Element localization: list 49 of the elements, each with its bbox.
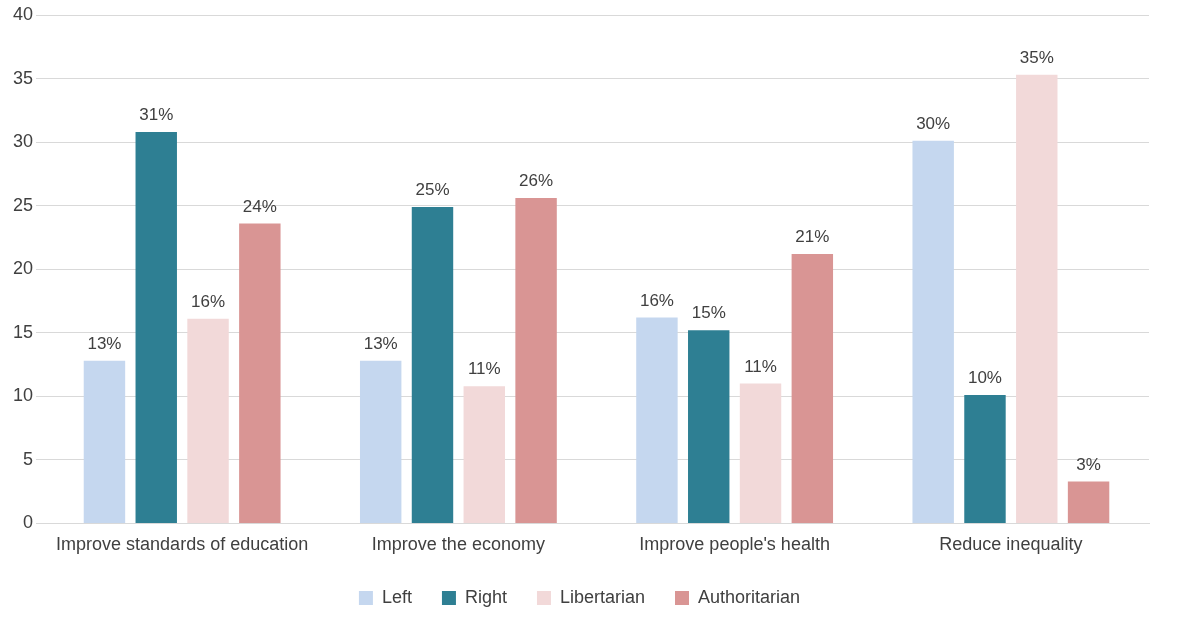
bar (135, 131, 177, 523)
bar (515, 198, 557, 523)
y-tick-label: 5 (23, 448, 34, 469)
bar (636, 317, 678, 523)
data-label: 3% (1076, 454, 1101, 474)
data-label: 13% (363, 333, 398, 353)
legend-label: Left (381, 586, 412, 607)
x-tick-label: Improve standards of education (56, 534, 309, 555)
data-label: 24% (242, 196, 277, 216)
data-label: 10% (967, 368, 1002, 388)
y-tick-label: 25 (12, 194, 34, 215)
bar (1016, 74, 1058, 523)
bar (239, 223, 281, 523)
y-tick-label: 10 (12, 385, 34, 406)
bar (964, 395, 1006, 523)
bar (83, 360, 126, 523)
bar (688, 330, 730, 523)
y-tick-label: 15 (12, 321, 34, 342)
bar (912, 140, 954, 523)
data-label: 16% (639, 290, 674, 310)
x-tick-label: Improve the economy (371, 534, 545, 555)
legend-label: Libertarian (559, 586, 646, 607)
data-label: 15% (691, 303, 726, 323)
bar (791, 253, 834, 523)
x-tick-label: Reduce inequality (939, 534, 1083, 555)
bar (359, 360, 402, 523)
y-tick-label: 20 (12, 258, 34, 279)
data-label: 21% (795, 227, 830, 247)
bar (1067, 481, 1110, 523)
data-label: 35% (1019, 47, 1054, 67)
data-label: 25% (415, 180, 450, 200)
bar (187, 318, 229, 523)
y-tick-label: 35 (12, 67, 34, 88)
data-label: 26% (519, 171, 554, 191)
data-label: 13% (87, 333, 122, 353)
data-label: 16% (191, 291, 226, 311)
y-tick-label: 0 (23, 512, 34, 533)
data-label: 11% (744, 356, 777, 376)
bar (463, 386, 506, 523)
legend-label: Authoritarian (698, 586, 801, 607)
x-tick-label: Improve people's health (639, 534, 830, 555)
legend-label: Right (464, 586, 507, 607)
data-label: 31% (139, 105, 174, 125)
y-tick-label: 40 (12, 3, 34, 24)
data-label: 11% (467, 359, 501, 379)
data-label: 30% (916, 114, 951, 134)
bar (739, 383, 782, 523)
y-tick-label: 30 (12, 131, 34, 152)
bar (411, 206, 454, 523)
